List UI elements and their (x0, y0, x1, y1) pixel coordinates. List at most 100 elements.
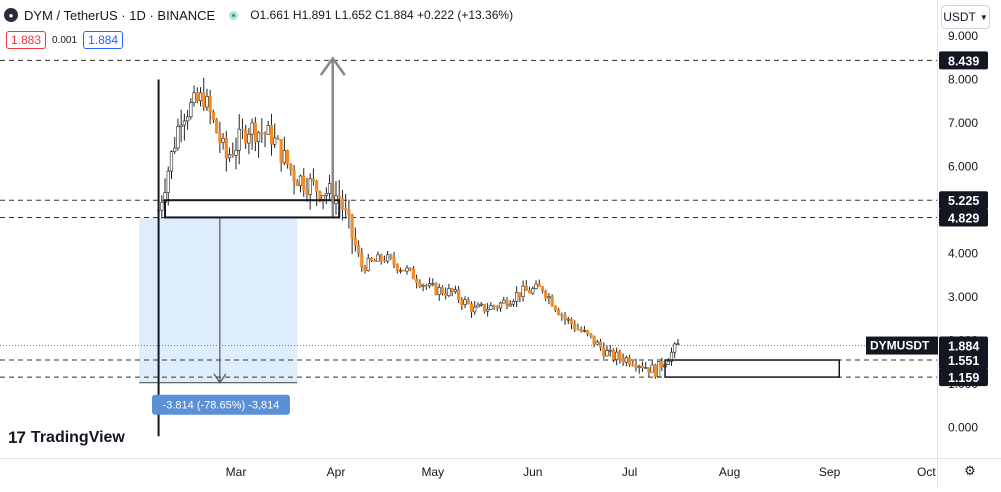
candle-body (305, 189, 309, 195)
candle-body (421, 284, 425, 287)
price-label-text: 1.159 (948, 371, 979, 385)
candle-body (344, 208, 348, 211)
candle-body (260, 132, 264, 134)
candle-body (350, 214, 354, 239)
candle-body (650, 364, 654, 373)
candle-body (269, 125, 274, 145)
candle-body (415, 278, 419, 284)
symbol-label-box (866, 336, 938, 355)
candle-body (356, 245, 361, 254)
candle-body (379, 254, 383, 261)
candle-body (440, 287, 445, 294)
bid-price[interactable]: 1.883 (6, 31, 47, 49)
currency-selector[interactable]: USDT ▼ (941, 5, 990, 29)
candle-body (176, 126, 180, 149)
candle-body (560, 314, 564, 316)
candle-body (231, 154, 235, 156)
candle-body (250, 122, 254, 135)
symbol-title[interactable]: DYM / TetherUS · 1D · BINANCE (24, 7, 216, 23)
candle-body (518, 292, 522, 297)
candle-body (521, 285, 525, 297)
projection-arrow-head (319, 56, 346, 76)
symbol-label-text: DYMUSDT (870, 339, 930, 353)
candle-body (660, 361, 664, 368)
candle-body (644, 367, 648, 369)
candle-body (395, 264, 399, 271)
candle-body (308, 178, 312, 195)
candle-body (489, 305, 493, 310)
ask-price[interactable]: 1.884 (83, 31, 124, 49)
price-label-text: 8.439 (948, 54, 979, 68)
candle-body (589, 333, 593, 337)
candle-body (576, 328, 580, 331)
candle-body (198, 92, 203, 102)
candle-body (418, 282, 422, 287)
candle-body (402, 269, 406, 272)
measure-zone (139, 217, 298, 383)
candle-body (479, 303, 483, 306)
candle-body (408, 267, 412, 270)
candle-body (169, 151, 174, 172)
candle-body (276, 137, 280, 140)
currency-label: USDT (943, 10, 976, 24)
candle-body (482, 303, 487, 312)
candle-body (602, 347, 606, 357)
candle-body (463, 299, 467, 305)
y-tick-label: 8.000 (948, 73, 978, 87)
candle-body (624, 357, 628, 363)
candle-body (531, 288, 535, 294)
candle-body (398, 269, 403, 272)
candle-body (569, 318, 574, 325)
y-tick-label: 7.000 (948, 116, 978, 130)
candle-body (540, 286, 545, 292)
candle-body (495, 306, 499, 309)
candle-body (566, 318, 570, 321)
y-tick-label: 4.000 (948, 247, 978, 261)
candle-body (302, 175, 306, 191)
x-tick-label: Aug (719, 465, 740, 479)
candle-body (244, 129, 248, 144)
candle-body (289, 163, 293, 171)
candle-body (189, 102, 193, 118)
candle-body (211, 111, 216, 120)
candle-body (582, 330, 587, 332)
candle-body (453, 289, 457, 292)
x-tick-label: Oct (917, 465, 936, 479)
candle-body (527, 290, 532, 294)
candle-body (160, 202, 164, 211)
candle-body (376, 254, 380, 262)
gear-icon[interactable]: ⚙ (964, 463, 976, 478)
candle-body (411, 268, 416, 280)
candle-body (386, 254, 390, 262)
candle-body (444, 293, 448, 296)
candle-body (492, 305, 496, 308)
candle-body (547, 296, 551, 299)
tradingview-logo[interactable]: 17 TradingView (8, 428, 125, 448)
candle-body (666, 361, 670, 365)
y-tick-label: 0.000 (948, 421, 978, 435)
spread-value: 0.001 (52, 34, 78, 46)
candle-body (563, 315, 567, 320)
candle-body (653, 364, 657, 378)
candle-body (637, 365, 641, 368)
candle-body (466, 299, 470, 305)
dym-coin-icon: ● (4, 8, 18, 22)
candle-body (247, 133, 251, 144)
price-label-box (939, 336, 988, 355)
candle-body (195, 92, 199, 102)
candle-body (295, 181, 299, 187)
candle-body (586, 330, 590, 334)
candle-body (273, 137, 277, 145)
measure-label-text: -3.814 (-78.65%) -3,814 (163, 400, 280, 412)
candle-body (673, 343, 677, 353)
candle-body (218, 132, 222, 143)
candle-body (382, 260, 386, 262)
candle-body (318, 191, 322, 200)
candle-body (515, 292, 519, 302)
candle-body (208, 96, 212, 113)
candle-body (240, 128, 245, 131)
chevron-down-icon: ▼ (979, 12, 988, 22)
candle-body (469, 303, 474, 313)
